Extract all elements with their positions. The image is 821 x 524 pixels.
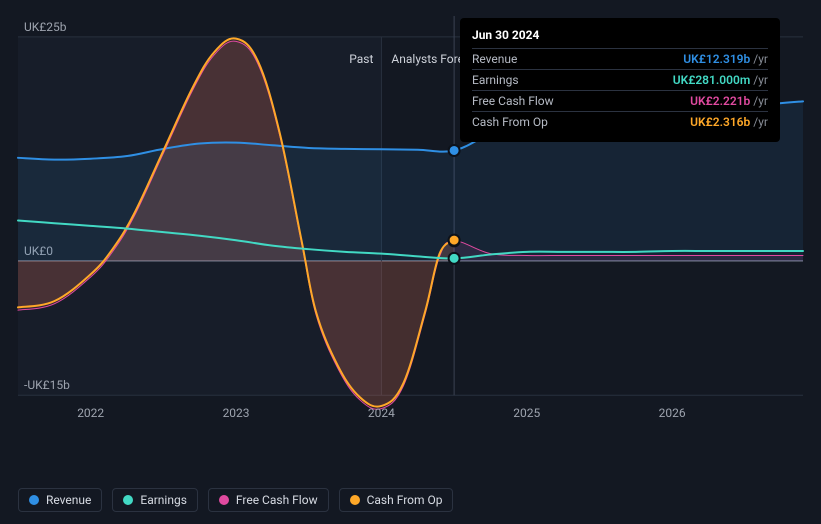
tooltip-value: UK£2.316b/yr	[690, 115, 768, 129]
tooltip-row: Cash From Op UK£2.316b/yr	[472, 111, 768, 132]
legend-dot-icon	[219, 495, 229, 505]
svg-text:2026: 2026	[659, 406, 686, 420]
chart-legend: Revenue Earnings Free Cash Flow Cash From O…	[18, 488, 453, 512]
legend-label: Earnings	[140, 493, 187, 507]
svg-text:2023: 2023	[223, 406, 250, 420]
legend-label: Cash From Op	[367, 493, 443, 507]
tooltip-label: Revenue	[472, 52, 517, 66]
financial-forecast-chart: UK£25bUK£0-UK£15bPastAnalysts Forecasts2…	[0, 0, 821, 524]
svg-text:Past: Past	[349, 52, 373, 66]
legend-item-earnings[interactable]: Earnings	[112, 488, 198, 512]
tooltip-label: Earnings	[472, 73, 519, 87]
marker-earnings	[449, 253, 460, 264]
chart-tooltip: Jun 30 2024 Revenue UK£12.319b/yr Earnings…	[460, 18, 780, 142]
marker-cashop	[449, 235, 460, 246]
marker-revenue	[449, 145, 460, 156]
tooltip-row: Free Cash Flow UK£2.221b/yr	[472, 90, 768, 111]
legend-item-fcf[interactable]: Free Cash Flow	[208, 488, 329, 512]
svg-text:2025: 2025	[513, 406, 540, 420]
svg-text:-UK£15b: -UK£15b	[24, 378, 70, 392]
legend-item-cashop[interactable]: Cash From Op	[339, 488, 454, 512]
tooltip-label: Free Cash Flow	[472, 94, 554, 108]
svg-text:2024: 2024	[368, 406, 395, 420]
tooltip-row: Revenue UK£12.319b/yr	[472, 48, 768, 69]
tooltip-date: Jun 30 2024	[472, 28, 768, 42]
legend-dot-icon	[350, 495, 360, 505]
svg-text:UK£25b: UK£25b	[24, 20, 67, 34]
tooltip-value: UK£281.000m/yr	[673, 73, 768, 87]
legend-label: Free Cash Flow	[236, 493, 318, 507]
tooltip-row: Earnings UK£281.000m/yr	[472, 69, 768, 90]
svg-text:2022: 2022	[77, 406, 104, 420]
legend-label: Revenue	[46, 493, 91, 507]
legend-dot-icon	[29, 495, 39, 505]
tooltip-label: Cash From Op	[472, 115, 548, 129]
legend-item-revenue[interactable]: Revenue	[18, 488, 102, 512]
tooltip-value: UK£2.221b/yr	[690, 94, 768, 108]
legend-dot-icon	[123, 495, 133, 505]
tooltip-value: UK£12.319b/yr	[683, 52, 768, 66]
